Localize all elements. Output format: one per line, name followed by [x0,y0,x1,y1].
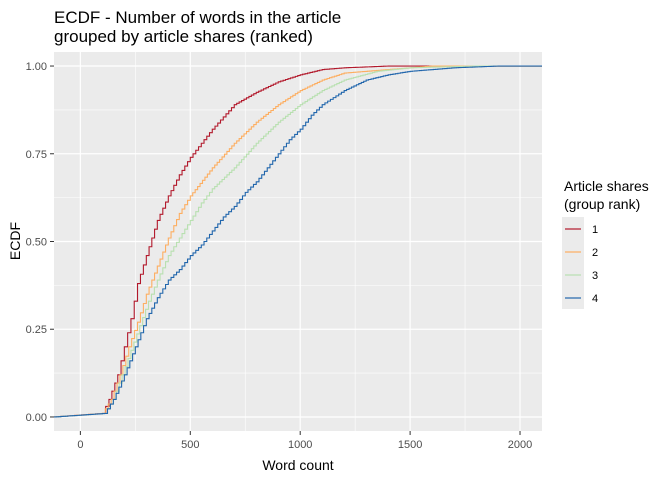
major-gridlines [54,52,542,431]
legend-title-line-1: Article shares [564,178,649,194]
y-tick-label: 0.25 [26,324,47,336]
x-axis-ticks: 0 500 1000 1500 2000 [77,431,532,451]
x-tick-label: 500 [181,439,199,451]
y-tick-label: 0.75 [26,149,47,161]
legend-label-3: 3 [592,270,598,282]
legend-key-background [562,217,584,309]
chart-title-line-1: ECDF - Number of words in the article [54,8,341,27]
y-axis-ticks: 0.00 0.25 0.50 0.75 1.00 [26,61,54,424]
y-tick-label: 1.00 [26,61,47,73]
x-axis-title: Word count [262,457,333,473]
series-line-1 [54,65,542,418]
series-line-2 [54,65,542,418]
legend-label-1: 1 [592,224,598,236]
y-tick-label: 0.00 [26,412,47,424]
y-tick-label: 0.50 [26,237,47,249]
series-line-4 [54,65,542,418]
y-axis-title: ECDF [7,222,23,260]
legend: Article shares (group rank) 1 2 3 4 [562,178,649,309]
legend-title-line-2: (group rank) [564,196,640,212]
x-tick-label: 2000 [508,439,532,451]
x-tick-label: 1500 [398,439,422,451]
x-tick-label: 0 [77,439,83,451]
x-tick-label: 1000 [288,439,312,451]
series-line-3 [54,65,542,418]
series-lines [54,65,542,418]
legend-label-2: 2 [592,247,598,259]
legend-label-4: 4 [592,293,598,305]
chart-title-line-2: grouped by article shares (ranked) [54,27,313,46]
